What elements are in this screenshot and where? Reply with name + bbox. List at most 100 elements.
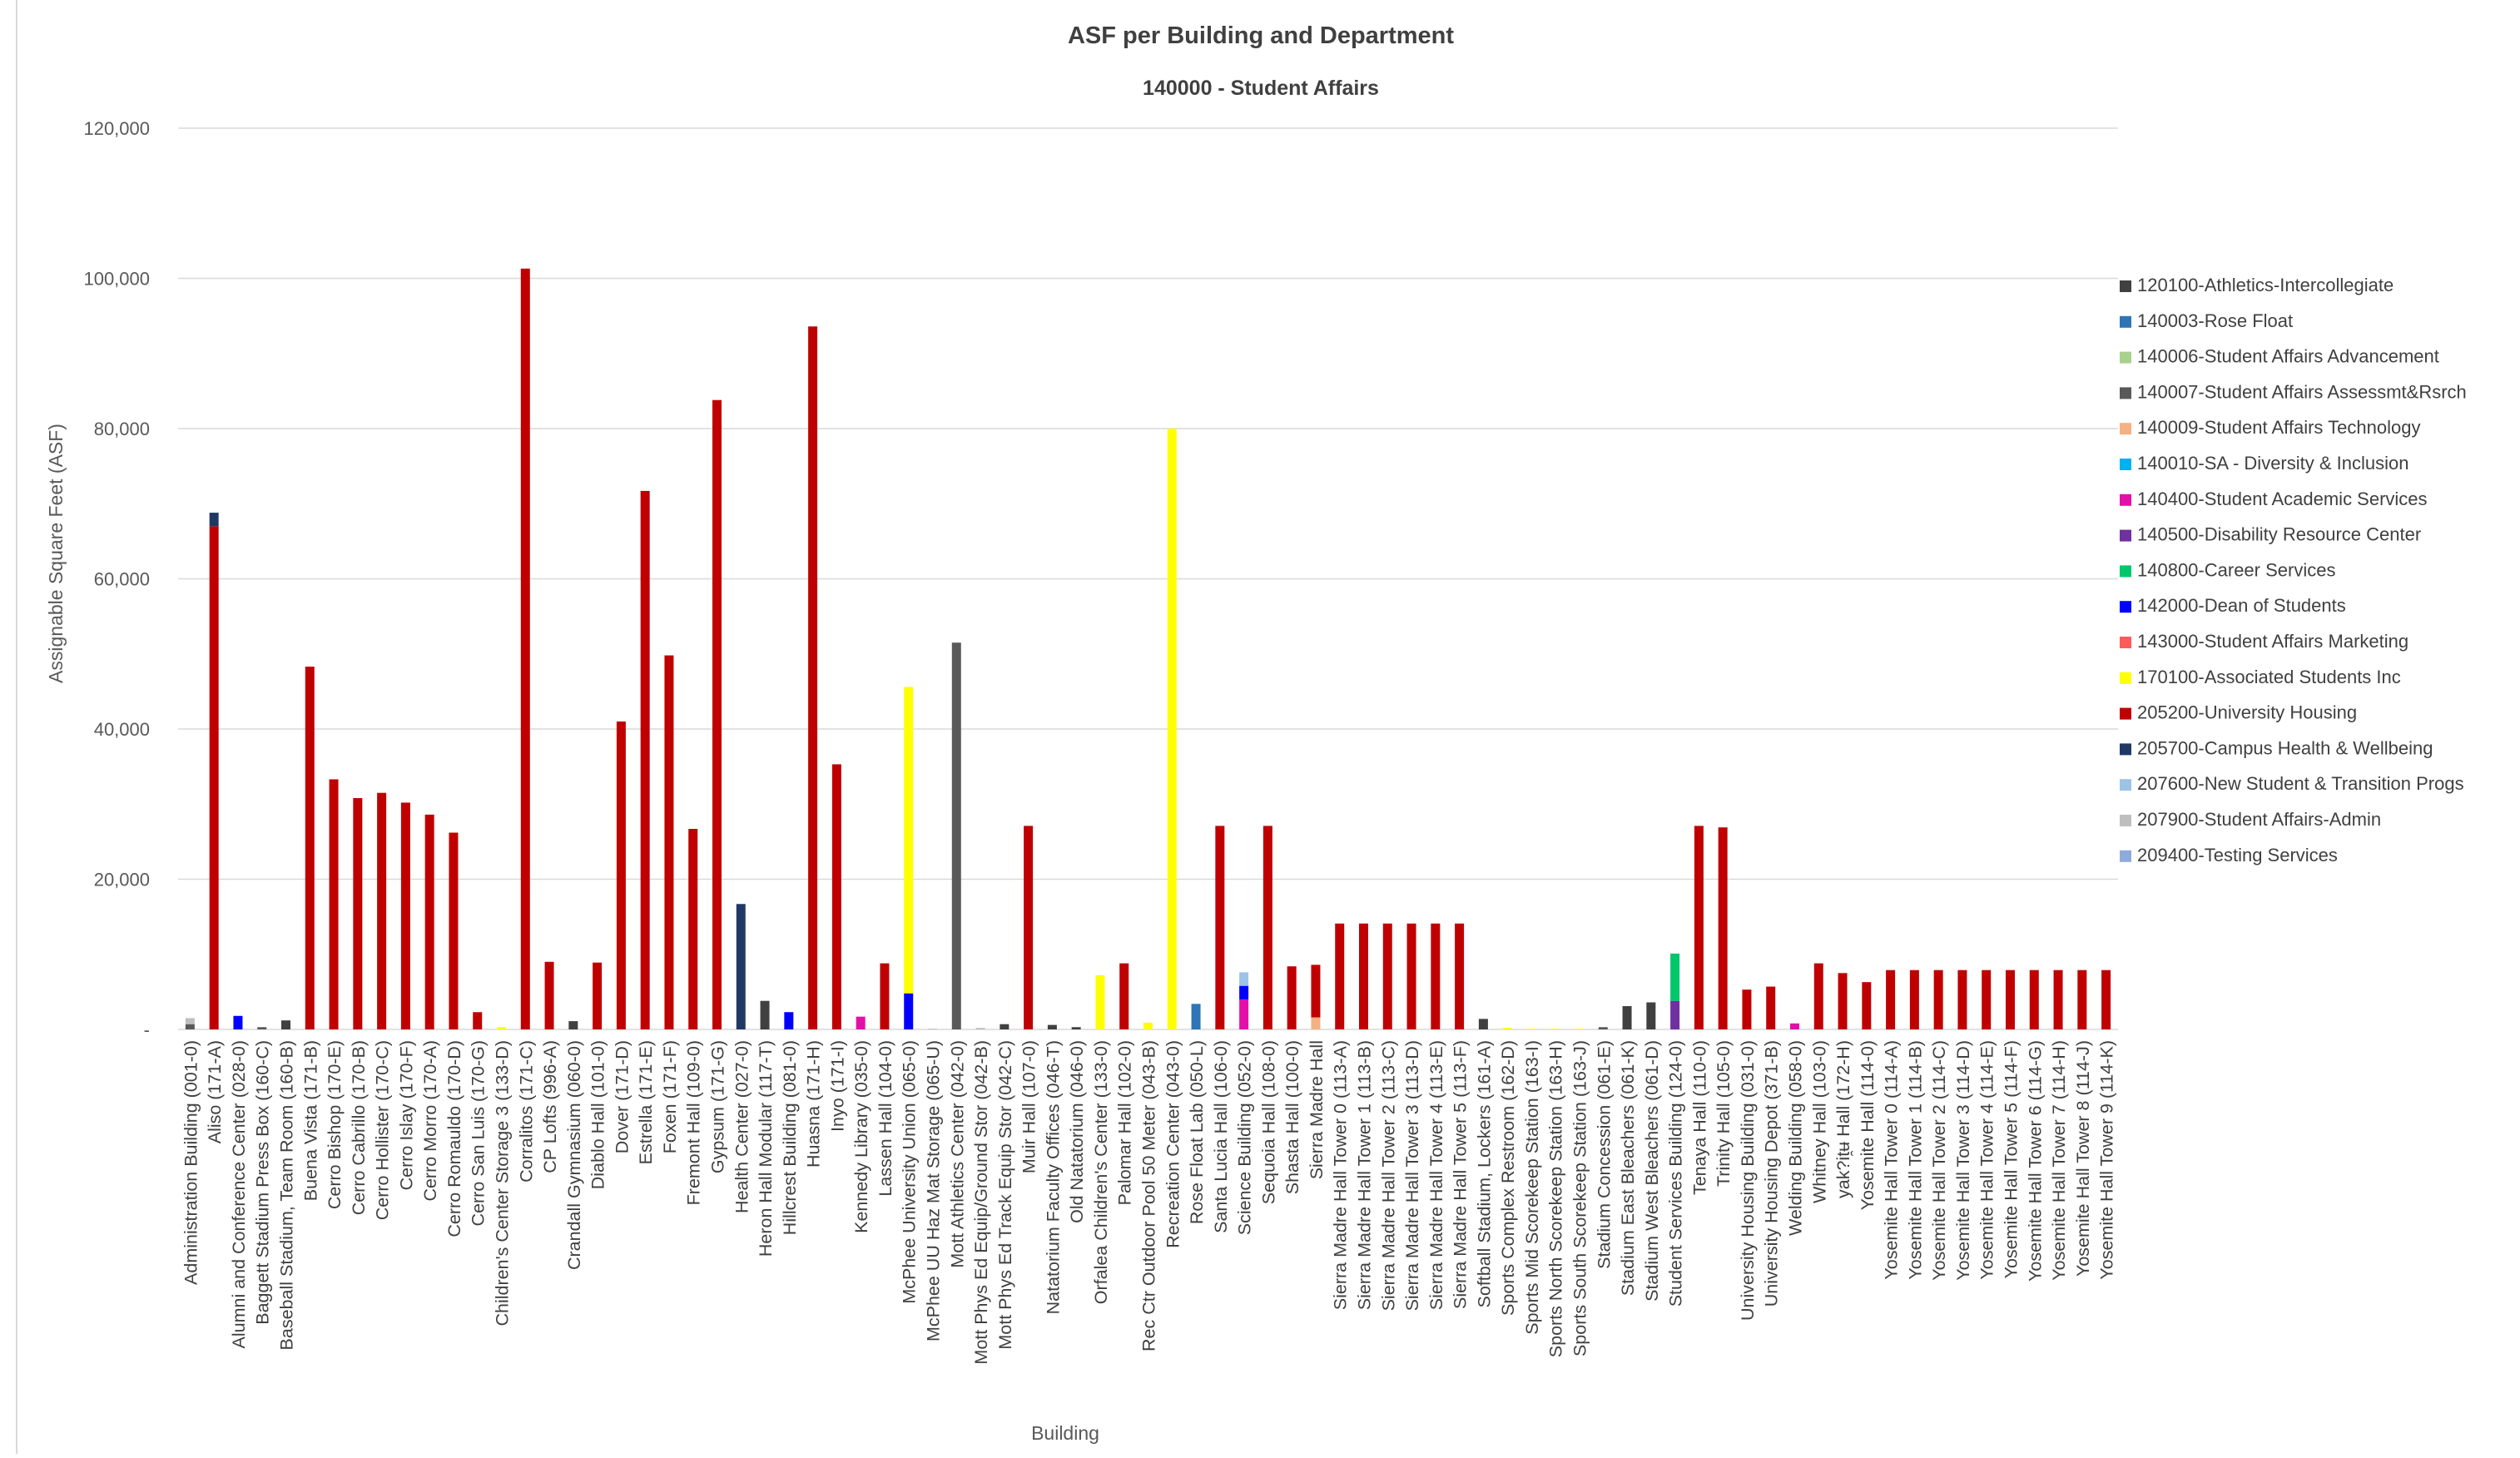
bar-segment [760,1000,770,1029]
x-tick-label: Heron Hall Modular (117-T) [756,1040,776,1257]
x-tick-label: Baseball Stadium, Team Room (160-B) [277,1040,297,1350]
bar-segment [688,829,698,1029]
bar-segment [856,1016,866,1029]
bar-segment [377,792,387,1029]
bar-segment [2006,970,2015,1029]
x-tick-label: Sierra Madre Hall [1307,1040,1327,1179]
bar-segment [400,802,410,1029]
bar-segment [233,1015,243,1029]
bar-segment [904,687,914,994]
x-tick-label: Lassen Hall (104-0) [876,1040,895,1197]
x-tick-label: Sierra Madre Hall Tower 0 (113-A) [1331,1040,1351,1310]
bar-segment [1909,970,1919,1029]
x-tick-label: Softball Stadium, Lockers (161-A) [1474,1040,1494,1307]
x-tick-label: Recreation Center (043-0) [1163,1040,1183,1248]
legend-swatch [2120,637,2131,648]
x-tick-label: Natatorium Faculty Offices (046-T) [1043,1040,1063,1314]
x-tick-label: CP Lofts (996-A) [540,1040,560,1173]
bar-segment [257,1027,267,1029]
bar-segment [640,490,650,1029]
x-tick-label: University Housing Building (031-0) [1738,1040,1758,1321]
legend-swatch [2120,351,2131,364]
x-tick-label: McPhee University Union (065-0) [900,1040,920,1304]
chart-subtitle: 140000 - Student Affairs [1143,77,1379,100]
x-tick-label: Welding Building (058-0) [1786,1040,1806,1236]
x-tick-label: Sports South Scorekeep Station (163-J) [1570,1040,1590,1356]
legend-label: 120100-Athletics-Intercollegiate [2137,275,2394,295]
bar-segment [473,1012,483,1029]
legend-label: 142000-Dean of Students [2137,595,2346,616]
bar-segment [185,1018,195,1024]
bar-segment [1598,1027,1608,1029]
bar-segment [1335,923,1345,1029]
x-tick-label: Cerro Cabrillo (170-B) [349,1040,369,1215]
legend-label: 140010-SA - Diversity & Inclusion [2137,453,2409,474]
bar-segment [1406,923,1416,1029]
bar-segment [736,904,746,1029]
x-tick-label: Foxen (171-F) [660,1040,680,1153]
bar-segment [808,326,818,1029]
bar-segment [1167,429,1177,1029]
x-tick-label: University Housing Depot (371-B) [1762,1040,1782,1307]
x-tick-label: Dover (171-D) [612,1040,632,1153]
legend-label: 140003-Rose Float [2137,310,2293,331]
x-tick-label: Cerro Romauldo (170-D) [444,1040,464,1237]
bar-segment [544,961,554,1029]
bar-segment [2101,970,2111,1029]
legend-swatch [2120,423,2131,435]
bar-segment [1766,986,1776,1029]
y-tick-label: 20,000 [94,870,150,890]
bar-segment [1287,966,1297,1029]
bar-segment [353,798,363,1029]
bar-segment [880,963,890,1029]
x-tick-label: Yosemite Hall Tower 3 (114-D) [1953,1040,1973,1281]
bar-segment [1670,1000,1680,1029]
x-tick-label: Hillcrest Building (081-0) [780,1040,800,1235]
x-tick-label: Gypsum (171-G) [708,1040,728,1173]
bar-segment [1239,972,1249,986]
x-tick-label: Sierra Madre Hall Tower 1 (113-B) [1355,1040,1375,1310]
legend-label: 140400-Student Academic Services [2137,488,2428,509]
legend-swatch [2120,779,2131,791]
bar-segment [1478,1019,1488,1029]
bar-segment [1957,970,1967,1029]
x-tick-label: Yosemite Hall Tower 0 (114-A) [1882,1040,1902,1280]
y-tick-label: - [144,1019,150,1040]
x-tick-label: Aliso (171-A) [205,1040,225,1143]
legend-swatch [2120,529,2131,542]
bar-segment [904,993,914,1029]
x-tick-label: Sequoia Hall (108-0) [1258,1040,1278,1204]
bar-segment [616,721,626,1029]
bar-segment [1071,1027,1081,1029]
x-tick-label: Cerro Bishop (170-E) [325,1040,345,1209]
bar-segment [329,779,339,1029]
x-tick-label: Corralitos (171-C) [516,1040,536,1183]
legend-label: 140500-Disability Resource Center [2137,524,2421,545]
bar-segment [664,655,674,1029]
x-tick-label: Stadium East Bleachers (061-K) [1618,1040,1638,1296]
legend-label: 207600-New Student & Transition Progs [2137,773,2464,794]
bar-segment [1191,1004,1201,1029]
bar-segment [951,642,961,1029]
bar-segment [831,764,841,1029]
y-axis-title: Assignable Square Feet (ASF) [45,424,67,683]
x-tick-label: Baggett Stadium Press Box (160-C) [253,1040,273,1325]
x-tick-label: Yosemite Hall Tower 8 (114-J) [2073,1040,2093,1277]
x-tick-label: Old Natatorium (046-0) [1067,1040,1087,1223]
x-tick-label: Cerro Hollister (170-C) [373,1040,393,1220]
y-tick-label: 40,000 [94,719,150,740]
bar-segment [1622,1006,1632,1029]
bar-segment [1502,1028,1512,1029]
x-tick-label: Muir Hall (107-0) [1019,1040,1039,1173]
bar-segment [593,962,603,1029]
legend-label: 143000-Student Affairs Marketing [2137,631,2408,652]
bar-segment [1311,965,1321,1018]
x-tick-label: Mott Phys Ed Track Equip Stor (042-C) [995,1040,1015,1350]
legend-swatch [2120,743,2131,756]
bar-segment [1000,1024,1009,1029]
x-tick-label: Rose Float Lab (050-L) [1187,1040,1207,1224]
legend-swatch [2120,815,2131,826]
legend-label: 140006-Student Affairs Advancement [2137,346,2439,367]
x-axis-ticks: Administration Building (001-0) Aliso (17… [181,1040,2116,1365]
